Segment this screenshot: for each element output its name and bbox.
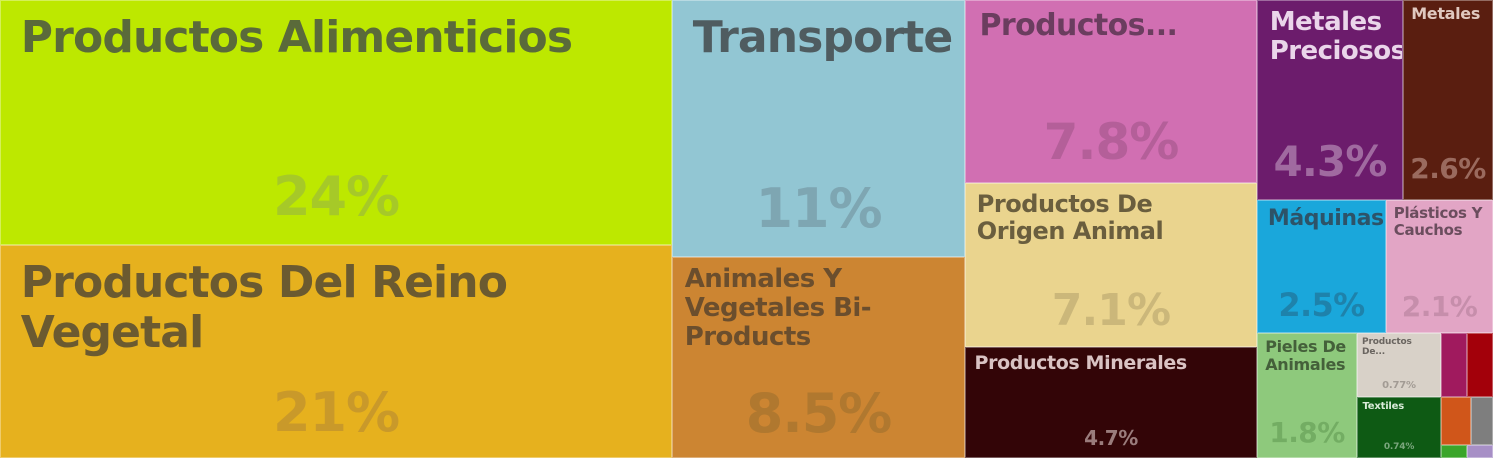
treemap-tile[interactable]: Metales 2.6% — [1403, 0, 1493, 200]
tile-label: Pieles De Animales — [1265, 337, 1346, 375]
treemap-tile[interactable] — [1467, 333, 1493, 397]
treemap-tile[interactable] — [1467, 445, 1493, 458]
tile-share-label: 2.5% — [1278, 286, 1365, 324]
treemap-tile[interactable]: Productos Del Reino Vegetal 21% — [0, 245, 672, 458]
tile-share-label: 11% — [755, 177, 882, 240]
tile-share-label: 8.5% — [745, 382, 893, 445]
treemap-tile[interactable] — [1441, 445, 1467, 458]
tile-label: Productos De... — [1362, 336, 1412, 357]
tile-label: Productos... — [979, 8, 1178, 44]
tile-label: Transporte — [692, 12, 953, 64]
tile-label: Metales Preciosos — [1269, 7, 1403, 67]
treemap-tile[interactable] — [1441, 333, 1467, 397]
treemap-tile[interactable]: Productos De... 0.77% — [1357, 333, 1441, 397]
treemap-tile[interactable]: Máquinas 2.5% — [1257, 200, 1386, 333]
tile-share-label: 0.74% — [1383, 442, 1415, 452]
treemap-tile[interactable]: Productos Minerales 4.7% — [965, 347, 1257, 458]
tile-label: Animales Y Vegetales Bi-Products — [684, 264, 872, 353]
treemap-tile[interactable] — [1471, 397, 1493, 445]
treemap-tile[interactable] — [1441, 397, 1471, 445]
tile-label: Productos Del Reino Vegetal — [20, 257, 508, 358]
treemap-tile[interactable]: Animales Y Vegetales Bi-Products 8.5% — [672, 257, 965, 458]
tile-share-label: 4.3% — [1273, 137, 1387, 186]
treemap-tile[interactable]: Productos Alimenticios 24% — [0, 0, 672, 245]
tile-label: Productos Minerales — [974, 352, 1188, 375]
tile-label: Metales — [1411, 4, 1481, 24]
tile-share-label: 7.8% — [1043, 113, 1180, 171]
treemap-tile[interactable]: Pieles De Animales 1.8% — [1257, 333, 1357, 458]
treemap-tile[interactable]: Productos De Origen Animal 7.1% — [965, 183, 1257, 347]
tile-share-label: 4.7% — [1084, 426, 1138, 450]
tile-label: Máquinas — [1267, 206, 1384, 232]
tile-share-label: 21% — [272, 381, 400, 444]
tile-share-label: 1.8% — [1269, 416, 1345, 449]
tile-share-label: 2.6% — [1410, 152, 1486, 185]
treemap-tile[interactable]: Productos... 7.8% — [965, 0, 1257, 183]
tile-label: Textiles — [1362, 400, 1405, 412]
tile-share-label: 2.1% — [1401, 290, 1478, 323]
tile-label: Plásticos Y Cauchos — [1393, 204, 1483, 239]
treemap-tile[interactable]: Textiles 0.74% — [1357, 397, 1441, 458]
treemap-tile[interactable]: Plásticos Y Cauchos 2.1% — [1386, 200, 1493, 333]
tile-label: Productos Alimenticios — [20, 12, 573, 64]
tile-share-label: 24% — [272, 165, 400, 228]
treemap-tile[interactable]: Transporte 11% — [672, 0, 965, 257]
tile-label: Productos De Origen Animal — [976, 189, 1164, 245]
tile-share-label: 7.1% — [1051, 285, 1171, 336]
treemap-tile[interactable]: Metales Preciosos 4.3% — [1257, 0, 1403, 200]
tile-share-label: 0.77% — [1382, 380, 1416, 391]
